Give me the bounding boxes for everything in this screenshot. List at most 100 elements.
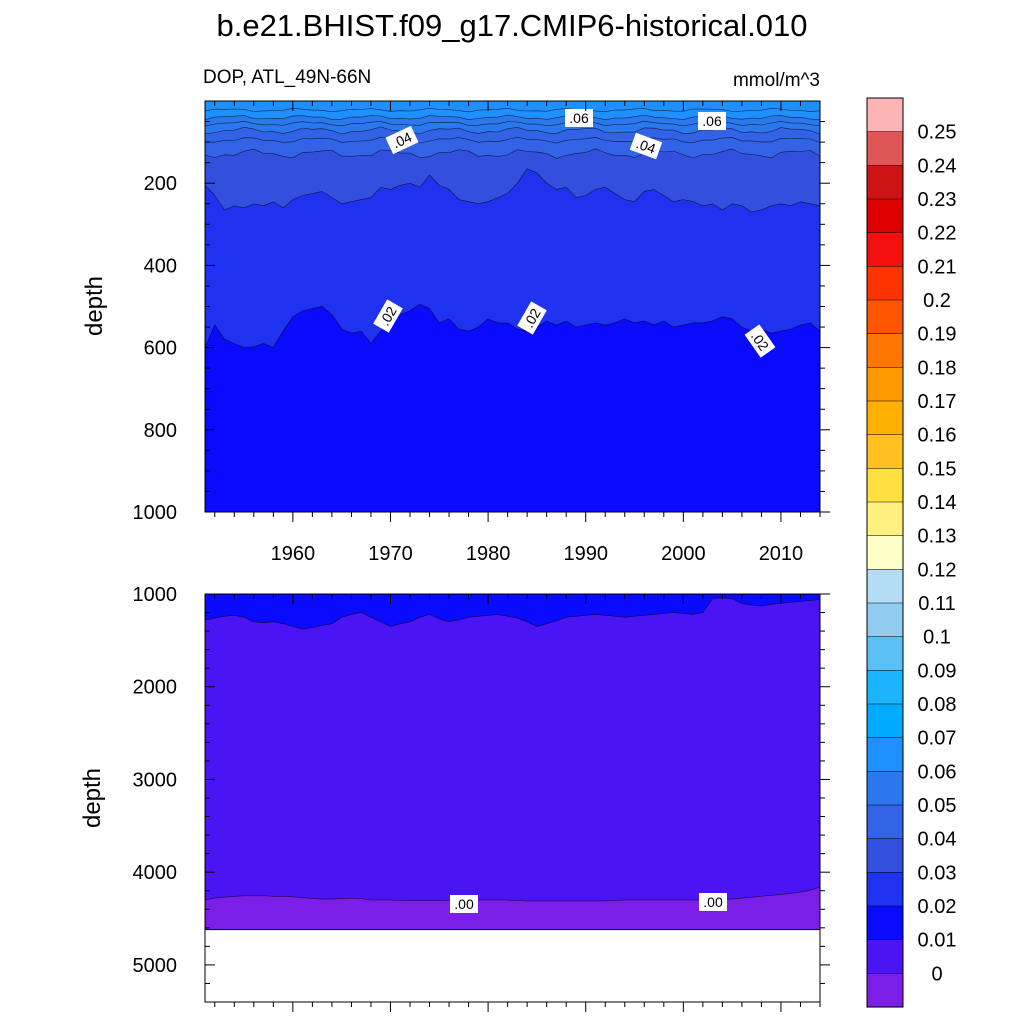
upper-xtick-label-5: 2010 — [759, 543, 804, 565]
colorbar: 0.25 0.24 0.23 0.22 0.21 0.2 0.19 0.18 0.17 0.16 0… — [866, 97, 957, 1008]
upper-band-006-007 — [205, 101, 820, 120]
colorbar-label-9: 0.16 — [918, 425, 957, 447]
upper-panel: .06.06.04.04.02.02.022004006008001000196… — [133, 100, 830, 565]
lower-contour-label-1: .00 — [699, 893, 727, 911]
upper-ytick-label-3: 800 — [144, 420, 177, 442]
upper-contour-line-7 — [204, 107, 821, 113]
svg-text:.06: .06 — [569, 110, 589, 126]
lower-panel: .00 .00 1000 2000 3000 4000 5000 — [133, 584, 830, 1012]
colorbar-box-5 — [866, 266, 904, 301]
colorbar-box-20 — [866, 771, 904, 806]
colorbar-box-23 — [866, 872, 904, 907]
upper-contour-label-0: .06 — [565, 109, 593, 127]
colorbar-label-16: 0.09 — [918, 660, 957, 682]
colorbar-box-15 — [866, 602, 904, 638]
colorbar-box-4 — [866, 232, 904, 267]
colorbar-label-5: 0.2 — [923, 290, 951, 312]
upper-xtick-label-0: 1960 — [271, 543, 316, 565]
colorbar-label-4: 0.21 — [918, 256, 957, 278]
lower-ytick-label-4: 5000 — [133, 955, 178, 977]
colorbar-box-8 — [866, 367, 904, 402]
lower-ylabel: depth — [79, 768, 106, 828]
colorbar-label-20: 0.05 — [918, 795, 957, 817]
colorbar-frame — [866, 97, 904, 1008]
colorbar-box-16 — [866, 636, 904, 671]
upper-contour-label-4: .02 — [373, 299, 403, 333]
svg-text:.00: .00 — [703, 894, 723, 910]
colorbar-box-7 — [866, 333, 904, 368]
upper-contour-label-3: .04 — [629, 132, 663, 160]
colorbar-label-11: 0.14 — [918, 492, 957, 514]
upper-xtick-label-2: 1980 — [466, 543, 511, 565]
upper-ylabel: depth — [81, 276, 108, 336]
lower-contour-label-0: .00 — [450, 895, 478, 913]
colorbar-box-0 — [866, 97, 904, 133]
colorbar-box-10 — [866, 434, 904, 469]
colorbar-label-19: 0.06 — [918, 761, 957, 783]
colorbar-label-14: 0.11 — [918, 593, 955, 615]
svg-text:.00: .00 — [454, 896, 474, 912]
colorbar-label-22: 0.03 — [918, 862, 957, 884]
upper-contour-line-1 — [204, 168, 821, 213]
upper-xtick-label-4: 2000 — [661, 543, 706, 565]
colorbar-label-8: 0.17 — [918, 391, 957, 413]
lower-band-below-000 — [205, 887, 820, 930]
colorbar-box-2 — [866, 165, 904, 200]
chart-title: b.e21.BHIST.f09_g17.CMIP6-historical.010 — [216, 8, 807, 43]
colorbar-box-21 — [866, 804, 904, 840]
svg-text:.06: .06 — [702, 113, 722, 129]
upper-contour-line-5 — [204, 136, 821, 144]
upper-ytick-label-2: 600 — [144, 338, 177, 360]
lower-ytick-label-3: 4000 — [133, 862, 178, 884]
upper-contour-line-0 — [204, 304, 821, 348]
upper-contour-line-2 — [204, 148, 821, 159]
colorbar-box-18 — [866, 703, 904, 739]
colorbar-label-13: 0.12 — [918, 559, 957, 581]
colorbar-box-22 — [866, 838, 904, 873]
lower-ytick-label-0: 1000 — [133, 584, 178, 606]
colorbar-box-14 — [866, 569, 904, 604]
colorbar-label-0: 0.25 — [918, 122, 957, 144]
upper-ytick-label-1: 400 — [144, 255, 177, 277]
colorbar-box-26 — [866, 973, 904, 1008]
upper-xtick-label-1: 1970 — [368, 543, 413, 565]
colorbar-label-12: 0.13 — [918, 526, 957, 548]
colorbar-label-6: 0.19 — [918, 324, 957, 346]
upper-contour-label-2: .04 — [385, 125, 419, 155]
colorbar-box-3 — [866, 198, 904, 234]
colorbar-box-6 — [866, 299, 904, 335]
colorbar-label-2: 0.23 — [918, 189, 957, 211]
upper-contour-label-1: .06 — [698, 112, 726, 130]
colorbar-label-15: 0.1 — [923, 627, 951, 649]
colorbar-label-7: 0.18 — [918, 357, 957, 379]
colorbar-label-3: 0.22 — [918, 223, 957, 245]
colorbar-label-25: 0 — [931, 963, 942, 985]
svg-text:.04: .04 — [390, 129, 415, 152]
colorbar-box-11 — [866, 468, 904, 503]
lower-ytick-label-2: 3000 — [133, 769, 178, 791]
lower-band-000-001 — [205, 594, 820, 930]
colorbar-label-24: 0.01 — [918, 930, 957, 952]
lower-contour-line-01 — [204, 597, 821, 630]
variable-label: DOP, ATL_49N-66N — [203, 67, 371, 88]
lower-ytick-label-1: 2000 — [133, 677, 178, 699]
colorbar-box-17 — [866, 670, 904, 705]
colorbar-label-21: 0.04 — [918, 829, 957, 851]
colorbar-label-23: 0.02 — [918, 896, 957, 918]
colorbar-box-1 — [866, 131, 904, 166]
upper-ytick-label-4: 1000 — [133, 502, 178, 524]
colorbar-label-17: 0.08 — [918, 694, 957, 716]
colorbar-box-25 — [866, 939, 904, 974]
colorbar-box-13 — [866, 535, 904, 570]
colorbar-label-18: 0.07 — [918, 728, 957, 750]
upper-contour-label-5: .02 — [517, 301, 547, 335]
colorbar-box-19 — [866, 737, 904, 772]
colorbar-box-9 — [866, 400, 904, 436]
colorbar-label-1: 0.24 — [918, 155, 957, 177]
upper-xtick-label-3: 1990 — [563, 543, 608, 565]
units-label: mmol/m^3 — [733, 70, 820, 91]
colorbar-box-12 — [866, 501, 904, 537]
svg-text:.04: .04 — [634, 135, 658, 157]
colorbar-label-10: 0.15 — [918, 458, 957, 480]
